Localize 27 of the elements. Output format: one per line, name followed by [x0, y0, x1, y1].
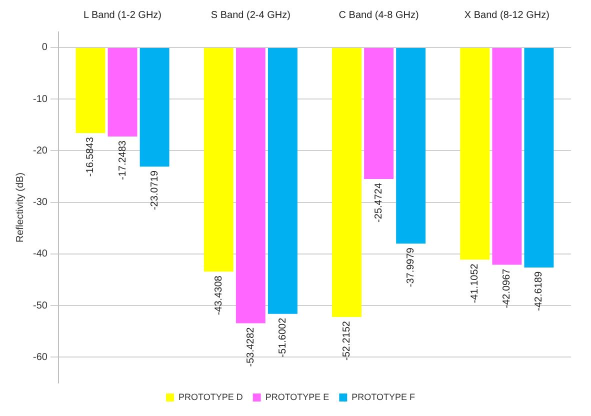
legend-label: PROTOTYPE D: [178, 392, 244, 402]
data-label: -42.6189: [534, 271, 545, 311]
legend-label: PROTOTYPE E: [265, 392, 330, 402]
x-tick-label: L Band (1-2 GHz): [84, 10, 162, 21]
y-tick-label: -40: [33, 248, 48, 260]
data-label: -16.5843: [85, 136, 96, 177]
data-label: -25.4724: [374, 182, 385, 222]
data-label: -23.0719: [149, 170, 160, 210]
data-label: -37.9979: [406, 247, 417, 288]
x-tick-label: C Band (4-8 GHz): [338, 10, 419, 21]
y-tick-label: 0: [42, 42, 48, 54]
y-tick-label: -10: [33, 94, 48, 105]
data-label: -42.0967: [502, 268, 513, 308]
data-label: -43.4308: [213, 275, 224, 316]
x-tick-label: X Band (8-12 GHz): [464, 10, 550, 21]
x-tick-label: S Band (2-4 GHz): [210, 10, 290, 21]
data-label: -17.2483: [117, 140, 128, 180]
legend-label: PROTOTYPE F: [352, 392, 416, 402]
y-axis-title: Reflectivity (dB): [14, 172, 26, 243]
y-tick-label: -30: [33, 197, 48, 208]
data-label: -41.1052: [470, 263, 481, 304]
y-tick-label: -20: [33, 145, 48, 156]
data-label: -51.6002: [277, 317, 288, 358]
y-tick-label: -60: [33, 352, 48, 363]
y-tick-label: -50: [33, 300, 48, 312]
data-label: -52.2152: [342, 320, 353, 360]
data-label: -53.4282: [245, 326, 256, 367]
